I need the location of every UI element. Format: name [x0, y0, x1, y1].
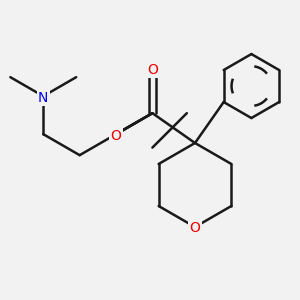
- Text: O: O: [111, 129, 122, 143]
- Text: N: N: [38, 91, 49, 105]
- Text: O: O: [190, 221, 200, 236]
- Text: O: O: [147, 63, 158, 77]
